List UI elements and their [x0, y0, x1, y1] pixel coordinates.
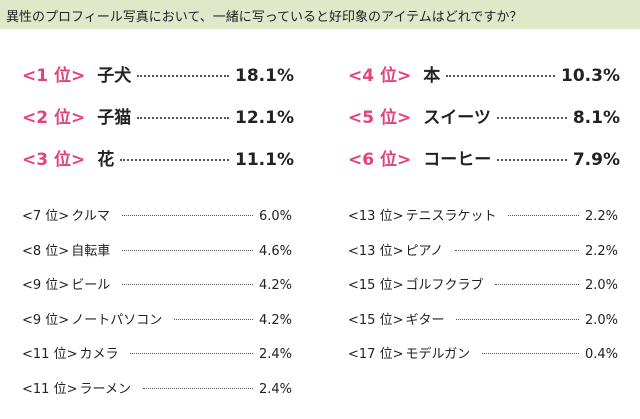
- header: 異性のプロフィール写真において、一緒に写っていると好印象のアイテムはどれですか？: [0, 0, 640, 29]
- leader: [456, 318, 579, 320]
- percent: 10.3%: [561, 66, 620, 86]
- rank: <11 位>: [22, 381, 78, 397]
- rank: <7 位>: [22, 209, 70, 224]
- leader: [130, 353, 253, 354]
- item: コーヒー: [423, 150, 492, 170]
- rank: <3 位>: [22, 150, 86, 170]
- leader: [137, 75, 230, 77]
- rank: <15 位>: [348, 278, 404, 293]
- item: ビール: [71, 278, 111, 293]
- rank: <4 位>: [348, 66, 412, 86]
- item: ノートパソコン: [71, 312, 163, 328]
- ranking-row: <9 位> ノートパソコン 4.2%: [22, 309, 292, 329]
- ranking-row: <4 位> 本 10.3%: [348, 61, 620, 86]
- leader: [455, 249, 579, 251]
- item: 自転車: [71, 243, 111, 259]
- leader: [137, 117, 230, 119]
- ranking-row: <2 位> 子猫 12.1%: [22, 103, 294, 128]
- percent: 11.1%: [235, 150, 294, 170]
- rank: <9 位>: [22, 278, 70, 293]
- percent: 2.0%: [584, 312, 618, 328]
- rank: <6 位>: [348, 150, 412, 170]
- ranking-row: <15 位> ゴルフクラブ 2.0%: [348, 274, 618, 294]
- ranking-row: <15 位> ギター 2.0%: [348, 309, 618, 329]
- ranking-row: <13 位> テニスラケット 2.2%: [348, 205, 618, 225]
- percent: 7.9%: [572, 150, 620, 170]
- leader: [495, 284, 579, 285]
- header-title: 異性のプロフィール写真において、一緒に写っていると好印象のアイテムはどれですか？: [6, 10, 523, 25]
- percent: 0.4%: [584, 347, 618, 362]
- item: 子猫: [97, 108, 132, 128]
- ranking-row: <8 位> 自転車 4.6%: [22, 240, 292, 260]
- rank: <13 位>: [348, 209, 404, 224]
- item: モデルガン: [405, 347, 471, 362]
- percent: 6.0%: [258, 209, 292, 224]
- percent: 2.4%: [258, 347, 292, 362]
- ranking-row: <3 位> 花 11.1%: [22, 145, 294, 170]
- leader: [482, 353, 579, 354]
- item: テニスラケット: [405, 209, 497, 224]
- rank: <13 位>: [348, 243, 404, 259]
- percent: 2.2%: [584, 209, 618, 224]
- ranking-row: <5 位> スイーツ 8.1%: [348, 103, 620, 128]
- leader: [121, 215, 253, 216]
- item: ピアノ: [405, 243, 444, 259]
- ranking-row: <11 位> カメラ 2.4%: [22, 343, 292, 363]
- rank: <1 位>: [22, 66, 86, 86]
- leader: [122, 249, 253, 251]
- item: ギター: [405, 312, 445, 328]
- percent: 4.2%: [258, 312, 292, 328]
- percent: 4.2%: [258, 278, 292, 293]
- ranking-row: <9 位> ビール 4.2%: [22, 274, 292, 294]
- ranking-row: <6 位> コーヒー 7.9%: [348, 145, 620, 170]
- ranking-row: <1 位> 子犬 18.1%: [22, 61, 294, 86]
- item: ゴルフクラブ: [405, 278, 484, 293]
- ranking-row: <17 位> モデルガン 0.4%: [348, 343, 618, 363]
- item: 子犬: [97, 66, 132, 86]
- leader: [508, 215, 579, 216]
- rank: <11 位>: [22, 347, 78, 362]
- item: ラーメン: [79, 381, 131, 397]
- percent: 2.4%: [258, 381, 292, 397]
- leader: [497, 159, 567, 161]
- leader: [122, 284, 253, 285]
- percent: 18.1%: [235, 66, 294, 86]
- rank: <2 位>: [22, 108, 86, 128]
- leader: [174, 318, 253, 320]
- rank: <15 位>: [348, 312, 404, 328]
- rank: <5 位>: [348, 108, 412, 128]
- percent: 2.0%: [584, 278, 618, 293]
- ranking-row: <11 位> ラーメン 2.4%: [22, 378, 292, 398]
- leader: [496, 117, 567, 119]
- rank: <9 位>: [22, 312, 70, 328]
- percent: 2.2%: [584, 243, 618, 259]
- rank: <8 位>: [22, 243, 70, 259]
- ranking-row: <7 位> クルマ 6.0%: [22, 205, 292, 225]
- percent: 12.1%: [235, 108, 294, 128]
- item: 花: [97, 150, 115, 170]
- item: クルマ: [71, 209, 110, 224]
- leader: [120, 159, 230, 161]
- leader: [142, 387, 253, 389]
- ranking-row: <13 位> ピアノ 2.2%: [348, 240, 618, 260]
- item: 本: [423, 66, 441, 86]
- leader: [446, 75, 556, 77]
- percent: 4.6%: [258, 243, 292, 259]
- item: スイーツ: [423, 108, 491, 128]
- item: カメラ: [79, 347, 119, 362]
- rank: <17 位>: [348, 347, 404, 362]
- percent: 8.1%: [572, 108, 620, 128]
